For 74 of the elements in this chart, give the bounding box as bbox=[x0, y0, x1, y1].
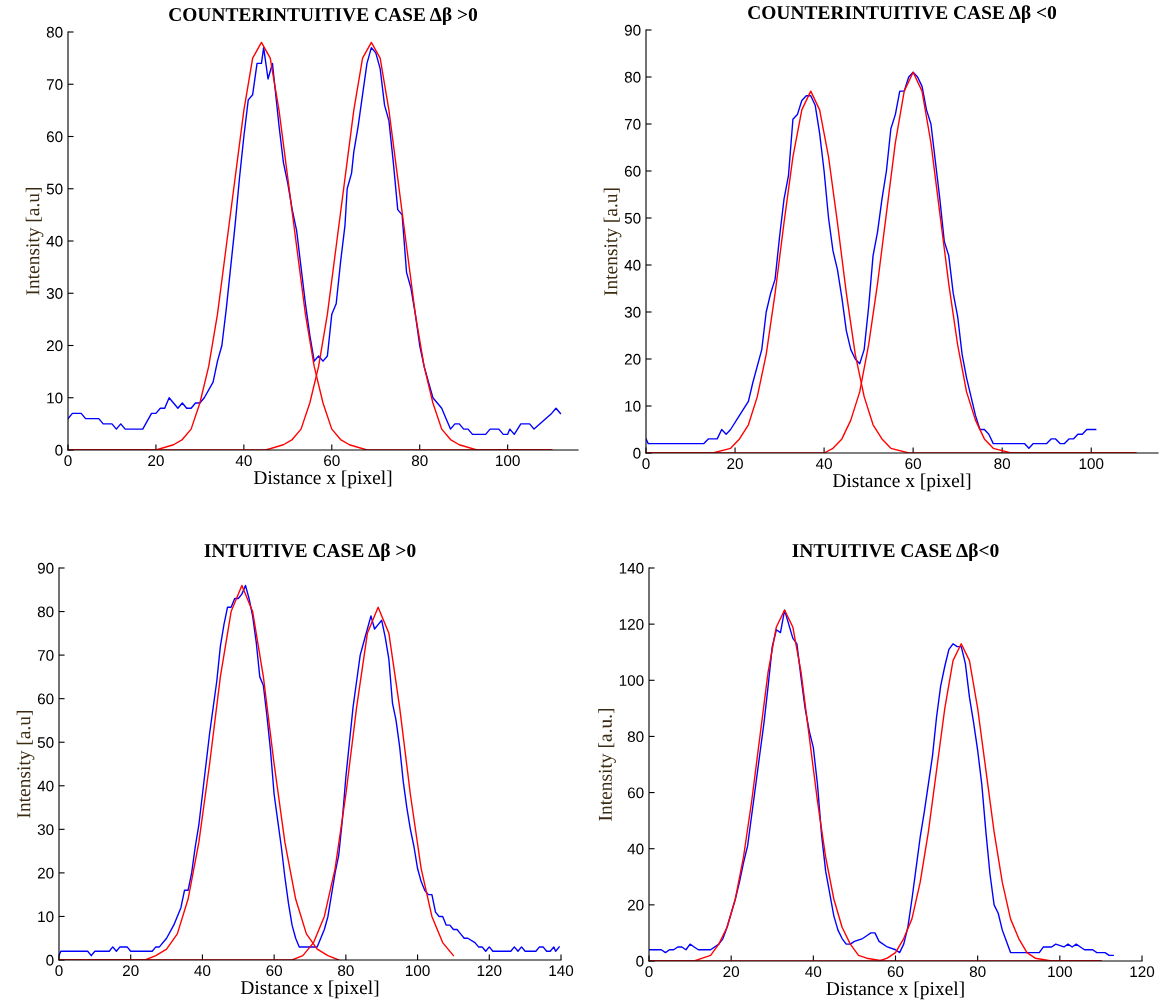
y-tick-label: 70 bbox=[624, 118, 641, 130]
x-tick-label: 80 bbox=[994, 458, 1011, 470]
y-axis-title: Intensity [a.u] bbox=[16, 710, 35, 818]
y-tick-label: 100 bbox=[619, 675, 644, 686]
chart-title: INTUITIVE CASE Δβ >0 bbox=[204, 543, 416, 562]
x-tick-label: 40 bbox=[815, 458, 832, 470]
y-tick-label: 40 bbox=[627, 843, 644, 855]
y-tick-label: 10 bbox=[38, 911, 54, 923]
y-tick-label: 0 bbox=[633, 447, 641, 459]
y-tick-label: 10 bbox=[47, 392, 63, 404]
chart-title: COUNTERINTUITIVE CASE Δβ <0 bbox=[748, 5, 1057, 24]
y-tick-label: 50 bbox=[46, 183, 63, 195]
y-axis-title: Intensity [a.u] bbox=[603, 188, 622, 296]
x-axis-title: Distance x [pixel] bbox=[826, 981, 964, 1000]
y-tick-label: 60 bbox=[627, 787, 644, 799]
y-tick-label: 10 bbox=[625, 400, 641, 412]
y-tick-label: 120 bbox=[619, 619, 644, 630]
x-tick-label: 80 bbox=[411, 455, 428, 467]
x-tick-label: 20 bbox=[148, 455, 164, 467]
y-tick-label: 140 bbox=[619, 562, 644, 574]
y-tick-label: 90 bbox=[37, 562, 54, 574]
y-tick-label: 60 bbox=[37, 693, 54, 705]
y-tick-label: 30 bbox=[46, 288, 63, 299]
x-tick-label: 120 bbox=[477, 965, 502, 977]
y-axis-title: Intensity [a.u] bbox=[25, 187, 44, 295]
y-tick-label: 30 bbox=[624, 306, 641, 318]
chart-title: INTUITIVE CASE Δβ<0 bbox=[792, 543, 999, 562]
y-tick-label: 80 bbox=[624, 71, 641, 83]
y-tick-label: 50 bbox=[37, 737, 54, 748]
x-axis-title: Distance x [pixel] bbox=[240, 980, 379, 999]
y-tick-label: 80 bbox=[46, 26, 63, 38]
chart-title: COUNTERINTUITIVE CASE Δβ >0 bbox=[169, 7, 478, 26]
y-tick-label: 70 bbox=[46, 79, 63, 90]
x-tick-label: 20 bbox=[727, 458, 743, 470]
y-tick-label: 40 bbox=[46, 235, 63, 247]
y-tick-label: 20 bbox=[627, 899, 644, 911]
x-axis-title: Distance x [pixel] bbox=[253, 470, 392, 489]
y-tick-label: 70 bbox=[37, 649, 54, 661]
x-tick-label: 140 bbox=[549, 965, 574, 977]
y-tick-label: 60 bbox=[624, 165, 641, 177]
x-tick-label: 120 bbox=[1130, 966, 1155, 978]
y-tick-label: 20 bbox=[37, 867, 54, 879]
y-tick-label: 80 bbox=[627, 731, 644, 743]
x-tick-label: 60 bbox=[887, 966, 904, 978]
x-axis-title: Distance x [pixel] bbox=[832, 473, 971, 492]
x-tick-label: 0 bbox=[645, 966, 653, 978]
x-tick-label: 0 bbox=[64, 455, 72, 467]
y-tick-label: 0 bbox=[636, 955, 644, 967]
y-tick-label: 0 bbox=[46, 954, 54, 966]
x-tick-label: 60 bbox=[905, 458, 922, 470]
x-tick-label: 100 bbox=[496, 455, 520, 467]
y-tick-label: 20 bbox=[624, 353, 641, 365]
x-tick-label: 100 bbox=[405, 965, 430, 977]
y-tick-label: 50 bbox=[624, 212, 641, 224]
x-tick-label: 20 bbox=[122, 965, 139, 977]
y-tick-label: 60 bbox=[46, 131, 63, 143]
x-tick-label: 60 bbox=[266, 965, 283, 977]
y-tick-label: 30 bbox=[37, 824, 54, 836]
x-tick-label: 80 bbox=[969, 966, 986, 978]
y-tick-label: 0 bbox=[55, 444, 63, 456]
y-axis-title: Intensity [a.u.] bbox=[598, 708, 616, 821]
x-tick-label: 20 bbox=[723, 966, 740, 978]
y-tick-label: 20 bbox=[46, 340, 63, 352]
x-tick-label: 40 bbox=[194, 965, 211, 977]
x-tick-label: 60 bbox=[324, 455, 340, 467]
x-tick-label: 40 bbox=[235, 455, 252, 467]
y-tick-label: 40 bbox=[624, 259, 641, 271]
y-tick-label: 80 bbox=[37, 606, 54, 618]
x-tick-label: 100 bbox=[1079, 458, 1104, 470]
x-tick-label: 40 bbox=[805, 966, 822, 978]
x-tick-label: 80 bbox=[338, 965, 354, 977]
x-tick-label: 100 bbox=[1048, 966, 1072, 978]
y-tick-label: 40 bbox=[37, 780, 54, 792]
y-tick-label: 90 bbox=[624, 24, 641, 36]
